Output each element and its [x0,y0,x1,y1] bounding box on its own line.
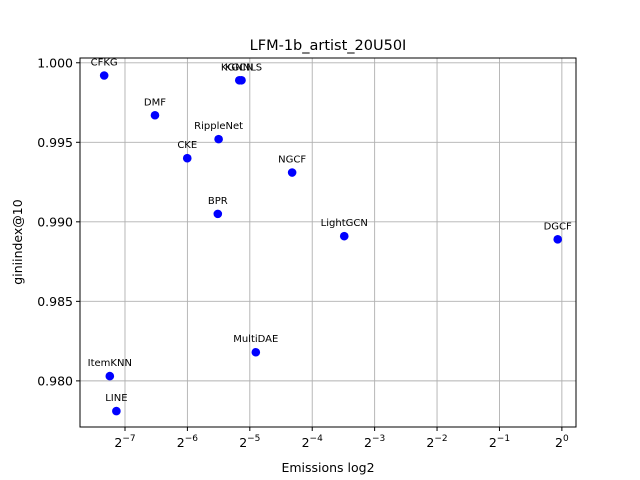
x-axis-label: Emissions log2 [281,460,374,475]
point-label: CFKG [91,57,118,68]
point-label: KGNNLS [221,62,262,73]
point-label: ItemKNN [88,358,132,369]
y-axis-label: giniindex@10 [10,199,25,284]
point-label: CKE [177,140,197,151]
data-points [99,71,563,416]
point-label: RippleNet [194,121,243,132]
data-point [213,209,223,219]
data-point [339,231,349,241]
point-label: DMF [144,97,166,108]
y-tick-label: 1.000 [37,55,73,70]
data-point [99,71,109,80]
data-point [553,235,563,244]
chart-title: LFM-1b_artist_20U50I [250,38,407,54]
point-label: KGCN [225,62,254,73]
data-point [287,168,297,177]
x-tick-label: 2−2 [426,434,447,450]
data-point [150,110,160,120]
x-tick-label: 2−7 [114,434,135,450]
grid [80,58,576,427]
y-tick-label: 0.985 [37,294,73,309]
x-tick-label: 2−5 [239,434,260,450]
data-point [182,153,192,163]
point-label: MultiDAE [233,334,278,345]
x-tick-label: 2−6 [177,434,198,450]
x-tick-label: 2−4 [302,434,323,450]
point-label: DGCF [544,221,572,232]
data-point [251,347,261,357]
axes: 2−7 2−6 2−5 2−4 2−3 2−2 2−1 20 0.980 0.985 0.990 0.… [37,55,569,450]
data-point [112,406,121,416]
x-tick-label: 20 [555,434,569,450]
data-point [214,134,223,144]
point-label: NGCF [278,155,306,166]
plot-frame [79,57,577,428]
y-tick-label: 0.990 [37,214,73,229]
y-tick-label: 0.980 [37,373,73,388]
point-label: LightGCN [321,218,368,229]
x-tick-label: 2−1 [489,434,510,450]
x-tick-label: 2−3 [364,434,385,450]
data-point [105,371,115,381]
point-label: LINE [105,393,127,404]
y-tick-label: 0.995 [37,135,73,150]
data-point [237,75,246,85]
point-label: BPR [208,196,228,207]
